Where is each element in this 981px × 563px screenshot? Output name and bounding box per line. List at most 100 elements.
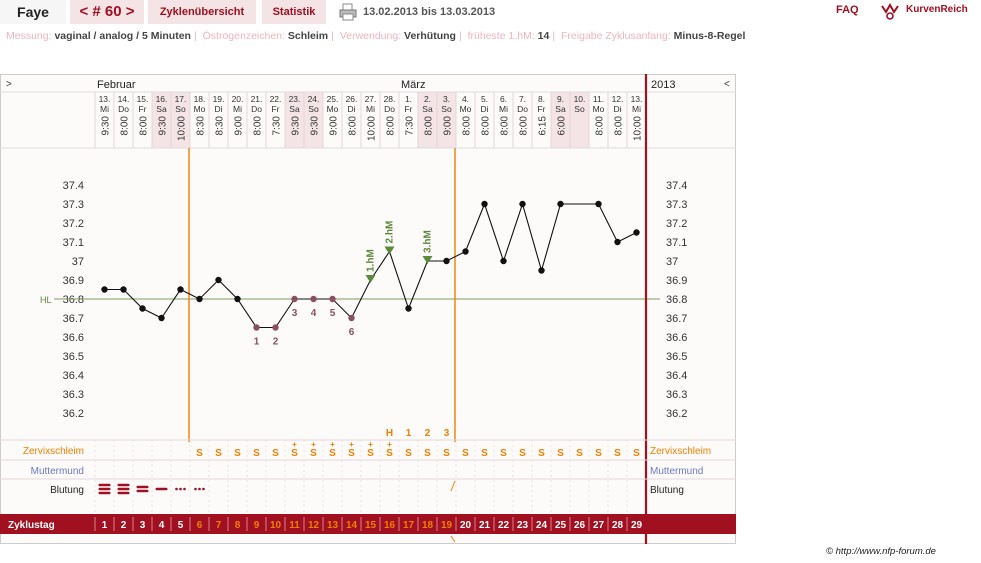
day-date: 16. xyxy=(156,94,168,104)
mucus-plus: + xyxy=(311,440,316,449)
y-tick-right: 36.2 xyxy=(666,408,687,420)
y-tick-left: 37.2 xyxy=(63,218,84,230)
day-date: 20. xyxy=(232,94,244,104)
day-weekday: Sa xyxy=(555,104,566,114)
collapse-left-toggle[interactable]: > xyxy=(6,79,12,90)
peak-day-label: 2 xyxy=(425,428,431,439)
measure-time: 9:00 xyxy=(234,116,245,136)
cycle-day-number: 24 xyxy=(536,520,548,531)
mucus-symbol: S xyxy=(196,448,203,459)
row-label-muttermund-right: Muttermund xyxy=(650,466,703,477)
temperature-point xyxy=(405,305,412,312)
cycle-day-number: 17 xyxy=(403,520,415,531)
earliest-hm-label: früheste 1.hM: xyxy=(467,30,535,42)
mucus-symbol: S xyxy=(443,448,450,459)
day-weekday: Sa xyxy=(156,104,167,114)
temperature-point xyxy=(120,286,127,293)
statistics-button[interactable]: Statistik xyxy=(262,0,326,24)
collapse-right-toggle[interactable]: < xyxy=(724,79,730,90)
y-tick-right: 37.4 xyxy=(666,180,687,192)
day-weekday: Do xyxy=(251,104,262,114)
day-date: 22. xyxy=(270,94,282,104)
bleeding-bar xyxy=(117,483,130,487)
y-tick-left: 36.9 xyxy=(63,275,84,287)
day-weekday: Fr xyxy=(404,104,412,114)
oestrogen-value: Schleim xyxy=(287,30,329,42)
day-date: 7. xyxy=(519,94,526,104)
day-weekday: Do xyxy=(517,104,528,114)
bleeding-bar xyxy=(136,485,149,489)
day-date: 14. xyxy=(118,94,130,104)
kurvenreich-logo-icon[interactable] xyxy=(880,2,900,20)
mucus-symbol: S xyxy=(462,448,469,459)
mucus-symbol: S xyxy=(519,448,526,459)
day-date: 18. xyxy=(194,94,206,104)
mucus-symbol: S xyxy=(576,448,583,459)
day-date: 13. xyxy=(99,94,111,104)
weekend-column xyxy=(551,92,570,148)
weekend-column xyxy=(437,92,456,148)
cycle-day-number: 10 xyxy=(270,520,282,531)
temperature-point xyxy=(481,200,488,208)
day-date: 17. xyxy=(175,94,187,104)
measure-time: 9:00 xyxy=(329,116,340,136)
temperature-point xyxy=(215,276,222,284)
cycle-day-number: 13 xyxy=(327,520,339,531)
verwendung-value: Verhütung xyxy=(404,30,456,42)
day-weekday: Mi xyxy=(499,104,508,114)
mucus-symbol: S xyxy=(272,448,279,459)
y-tick-left: 36.5 xyxy=(63,351,84,363)
y-tick-right: 37.3 xyxy=(666,199,687,211)
day-date: 6. xyxy=(500,94,507,104)
y-tick-left: 36.8 xyxy=(63,294,84,306)
day-weekday: Do xyxy=(118,104,129,114)
temperature-point xyxy=(101,286,108,293)
day-date: 4. xyxy=(462,94,469,104)
measure-time: 9:00 xyxy=(443,116,454,136)
phase-slash xyxy=(450,480,456,492)
cycle-navigator[interactable]: < # 60 > xyxy=(70,0,144,24)
day-date: 15. xyxy=(137,94,149,104)
row-label-blutung: Blutung xyxy=(50,485,84,496)
mucus-plus: + xyxy=(349,440,354,449)
day-date: 25. xyxy=(327,94,339,104)
day-weekday: Mo xyxy=(327,104,339,114)
measure-time: 10:00 xyxy=(633,116,644,141)
brand-link[interactable]: KurvenReich xyxy=(906,4,968,15)
earliest-hm-value: 14 xyxy=(537,30,550,42)
low-count-label: 6 xyxy=(349,327,355,338)
row-label-blutung-right: Blutung xyxy=(650,485,684,496)
y-tick-right: 36.6 xyxy=(666,332,687,344)
day-weekday: So xyxy=(574,104,585,114)
day-weekday: So xyxy=(175,104,186,114)
day-weekday: Mi xyxy=(100,104,109,114)
weekend-column xyxy=(171,92,190,148)
faq-link[interactable]: FAQ xyxy=(836,4,859,16)
low-count-label: 1 xyxy=(254,337,260,348)
measure-time: 8:00 xyxy=(500,116,511,136)
temperature-point xyxy=(614,238,621,246)
month-label-mar: März xyxy=(401,79,425,91)
measure-time: 6:15 xyxy=(538,116,549,136)
mucus-symbol: S xyxy=(348,448,355,459)
temperature-point xyxy=(595,200,602,208)
print-icon[interactable] xyxy=(339,3,357,21)
cycle-day-number: 2 xyxy=(121,520,127,531)
messung-label: Messung: xyxy=(6,30,52,42)
mucus-symbol: S xyxy=(557,448,564,459)
day-weekday: Fr xyxy=(537,104,545,114)
high-measure-label: 1.hM xyxy=(366,249,377,272)
mucus-symbol: S xyxy=(405,448,412,459)
spotting-dot xyxy=(179,487,182,491)
day-weekday: So xyxy=(441,104,452,114)
mucus-symbol: S xyxy=(424,448,431,459)
high-measure-label: 2.hM xyxy=(385,221,396,244)
weekend-column xyxy=(152,92,171,148)
weekend-column xyxy=(570,92,589,148)
day-date: 9. xyxy=(557,94,564,104)
mucus-symbol: S xyxy=(633,448,640,459)
cycle-overview-button[interactable]: Zyklenübersicht xyxy=(148,0,256,24)
cycle-day-number: 21 xyxy=(479,520,491,531)
day-weekday: Mi xyxy=(233,104,242,114)
low-count-point xyxy=(310,295,317,303)
